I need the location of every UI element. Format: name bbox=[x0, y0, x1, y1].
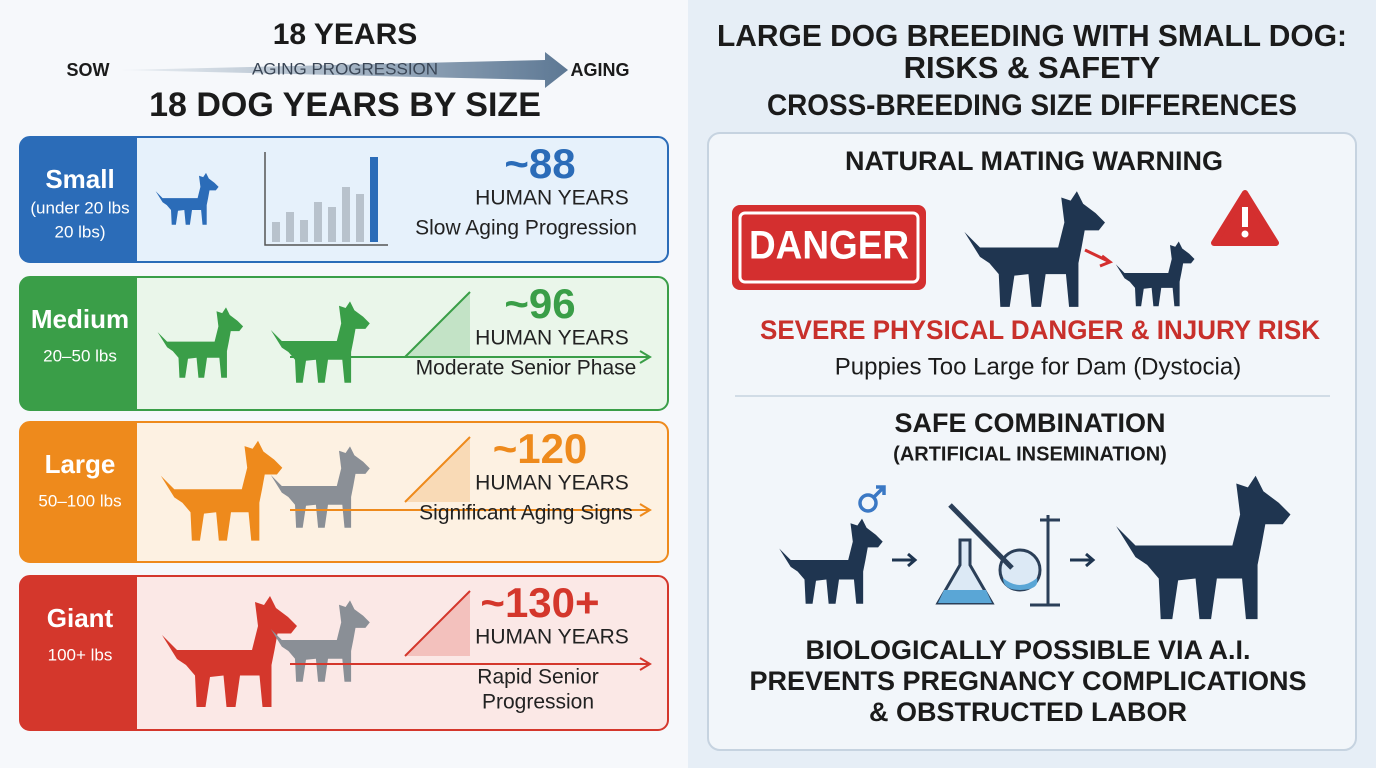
right-title: LARGE DOG BREEDING WITH SMALL DOG: bbox=[717, 18, 1347, 53]
header-end: AGING bbox=[570, 60, 629, 80]
row-label-block bbox=[20, 576, 137, 730]
left-title: 18 DOG YEARS BY SIZE bbox=[149, 86, 541, 124]
human-years-unit: HUMAN YEARS bbox=[475, 187, 629, 210]
right-title: RISKS & SAFETY bbox=[904, 50, 1161, 85]
chart-icon-bar bbox=[370, 157, 378, 242]
size-label: Giant bbox=[47, 603, 114, 633]
aging-arrow bbox=[120, 52, 568, 88]
flow-arrow bbox=[1070, 552, 1096, 568]
human-years-unit: HUMAN YEARS bbox=[475, 626, 629, 649]
size-label: Small bbox=[45, 164, 114, 194]
warning-icon bbox=[1211, 190, 1279, 246]
human-years-value: ~96 bbox=[504, 280, 575, 327]
trend-arrow bbox=[290, 436, 652, 517]
chart-icon bbox=[264, 152, 388, 246]
row-label-block bbox=[20, 422, 137, 562]
header-start: SOW bbox=[67, 60, 110, 80]
chart-icon-bar bbox=[342, 187, 350, 242]
aging-note: Significant Aging Signs bbox=[419, 502, 633, 525]
aging-note: Progression bbox=[482, 691, 594, 714]
risk-text: SEVERE PHYSICAL DANGER & INJURY RISK bbox=[760, 315, 1320, 345]
warning-heading: NATURAL MATING WARNING bbox=[845, 146, 1223, 176]
safe-line: BIOLOGICALLY POSSIBLE VIA A.I. bbox=[805, 635, 1250, 665]
chart-icon-bar bbox=[356, 194, 364, 242]
safe-line: PREVENTS PREGNANCY COMPLICATIONS bbox=[749, 666, 1306, 696]
trend-arrow bbox=[290, 291, 652, 364]
contact-arrow bbox=[1084, 248, 1114, 268]
safe-heading: SAFE COMBINATION bbox=[895, 408, 1166, 438]
chart-icon-bar bbox=[314, 202, 322, 242]
header-arrow: AGING PROGRESSION bbox=[252, 59, 438, 78]
weight-label: (under 20 lbs bbox=[30, 198, 129, 217]
danger-badge-text: DANGER bbox=[749, 224, 909, 268]
human-years-unit: HUMAN YEARS bbox=[475, 472, 629, 495]
human-years-value: ~120 bbox=[493, 425, 588, 472]
chart-icon-bar bbox=[328, 207, 336, 242]
male-symbol bbox=[858, 485, 886, 513]
risk-detail: Puppies Too Large for Dam (Dystocia) bbox=[835, 353, 1241, 380]
safe-line: & OBSTRUCTED LABOR bbox=[869, 697, 1187, 727]
chart-icon-bar bbox=[286, 212, 294, 242]
safe-method: (ARTIFICIAL INSEMINATION) bbox=[893, 443, 1167, 465]
row-label-block bbox=[20, 137, 137, 262]
weight-label: 20 lbs) bbox=[54, 222, 105, 241]
chart-icon-bar bbox=[300, 220, 308, 242]
aging-note: Slow Aging Progression bbox=[415, 217, 637, 240]
danger-badge bbox=[732, 205, 926, 290]
human-years-unit: HUMAN YEARS bbox=[475, 327, 629, 350]
chart-icon-bar bbox=[272, 222, 280, 242]
size-label: Medium bbox=[31, 304, 129, 334]
weight-label: 50–100 lbs bbox=[38, 491, 121, 510]
right-subtitle: CROSS-BREEDING SIZE DIFFERENCES bbox=[767, 89, 1297, 122]
size-label: Large bbox=[45, 449, 116, 479]
trend-arrow bbox=[290, 590, 652, 671]
flow-arrow bbox=[892, 552, 918, 568]
weight-label: 100+ lbs bbox=[48, 645, 113, 664]
aging-note: Moderate Senior Phase bbox=[416, 357, 637, 380]
human-years-value: ~88 bbox=[504, 140, 575, 187]
aging-note: Rapid Senior bbox=[477, 666, 598, 689]
human-years-value: ~130+ bbox=[480, 579, 599, 626]
header-top: 18 YEARS bbox=[273, 18, 418, 51]
lab-icon bbox=[935, 503, 1060, 607]
row-label-block bbox=[20, 277, 137, 410]
weight-label: 20–50 lbs bbox=[43, 346, 117, 365]
